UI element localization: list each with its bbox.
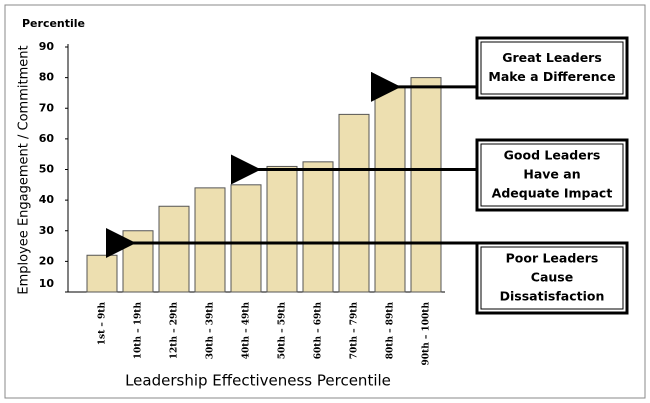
y-tick-label: 80 bbox=[39, 71, 55, 84]
y-tick-label: 50 bbox=[39, 163, 55, 176]
annotation-text: Great Leaders bbox=[502, 50, 602, 65]
x-tick-label: 1st – 9th bbox=[98, 302, 108, 346]
y-tick-label: 30 bbox=[39, 224, 55, 237]
annotation-box-inner bbox=[480, 143, 624, 207]
bar bbox=[230, 184, 262, 293]
x-tick-label: 30th – 39th bbox=[206, 302, 216, 360]
annotation-text: Good Leaders bbox=[504, 148, 601, 163]
y-axis-label: Employee Engagement / Commitment bbox=[17, 45, 32, 294]
x-tick-label: 50th – 59th bbox=[278, 302, 288, 360]
bar bbox=[338, 113, 370, 293]
annotation-text: Dissatisfaction bbox=[500, 289, 605, 304]
bar bbox=[194, 187, 226, 293]
y-tick-label: 70 bbox=[39, 101, 55, 114]
bar bbox=[302, 161, 334, 293]
annotation-box bbox=[475, 241, 629, 315]
bar bbox=[374, 86, 406, 293]
annotation-text: Adequate Impact bbox=[492, 186, 613, 201]
x-tick-label: 60th – 69th bbox=[314, 302, 324, 360]
x-tick-label: 70th – 79th bbox=[350, 302, 360, 360]
x-tick-label: 80th – 89th bbox=[386, 302, 396, 360]
y-title: Percentile bbox=[22, 17, 85, 30]
bar bbox=[266, 165, 298, 293]
bar bbox=[86, 254, 118, 293]
x-axis-label: Leadership Effectiveness Percentile bbox=[125, 372, 391, 390]
bar bbox=[122, 230, 154, 293]
annotation-box bbox=[475, 36, 629, 100]
annotation-box bbox=[475, 138, 629, 212]
x-tick-label: 90th – 100th bbox=[422, 302, 432, 366]
x-tick-label: 10th – 19th bbox=[134, 302, 144, 360]
annotation-text: Poor Leaders bbox=[506, 251, 599, 266]
y-tick-label: 60 bbox=[39, 132, 55, 145]
y-tick-label: 40 bbox=[39, 193, 55, 206]
annotation-text: Make a Difference bbox=[488, 69, 615, 84]
annotation-box-inner bbox=[480, 41, 624, 95]
bar bbox=[410, 77, 442, 293]
bar bbox=[158, 205, 190, 293]
annotation-text: Cause bbox=[531, 270, 573, 285]
annotation-text: Have an bbox=[523, 167, 580, 182]
x-tick-label: 12th – 29th bbox=[170, 302, 180, 360]
y-tick-label: 10 bbox=[39, 277, 55, 290]
x-tick-label: 40th – 49th bbox=[242, 302, 252, 360]
y-tick-label: 90 bbox=[39, 40, 55, 53]
annotation-box-inner bbox=[480, 246, 624, 310]
y-tick-label: 20 bbox=[39, 254, 55, 267]
